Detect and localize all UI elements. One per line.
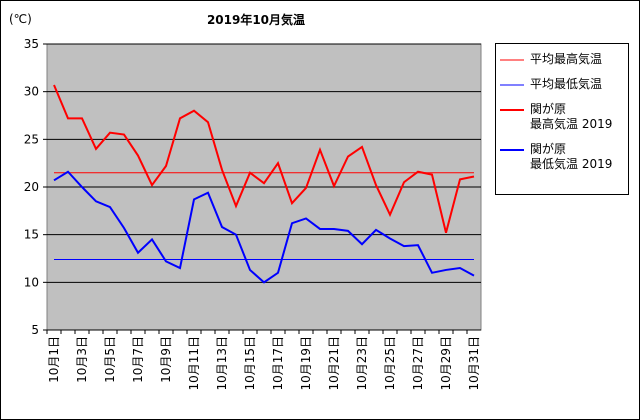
x-tick-label: 10月7日 [131, 336, 145, 383]
x-tick-label: 10月15日 [243, 336, 257, 391]
legend-entry: 関が原 最高気温 2019 [500, 102, 628, 132]
x-tick-label: 10月11日 [187, 336, 201, 391]
legend-swatch [500, 84, 524, 86]
x-tick-label: 10月1日 [47, 336, 61, 383]
x-tick-label: 10月3日 [75, 336, 89, 383]
x-tick-label: 10月23日 [355, 336, 369, 391]
x-tick-label: 10月25日 [383, 336, 397, 391]
legend-label: 平均最低気温 [530, 77, 603, 91]
legend: 平均最高気温 平均最低気温関が原 最高気温 2019 関が原 最低気温 2019 [495, 43, 629, 195]
legend-label: 関が原 最低気温 2019 [530, 142, 613, 171]
legend-entry: 平均最低気温 [500, 77, 628, 92]
x-tick-label: 10月27日 [411, 336, 425, 391]
y-tick-label: 10 [24, 275, 39, 289]
x-tick-label: 10月17日 [271, 336, 285, 391]
legend-swatch [500, 109, 524, 111]
x-tick-label: 10月13日 [215, 336, 229, 391]
y-tick-label: 15 [24, 228, 39, 242]
x-tick-label: 10月9日 [159, 336, 173, 383]
x-tick-label: 10月19日 [299, 336, 313, 391]
y-unit: (℃) [9, 12, 32, 26]
legend-swatch [500, 59, 524, 61]
legend-label: 関が原 最高気温 2019 [530, 102, 613, 131]
legend-label: 平均最高気温 [530, 52, 603, 66]
x-tick-label: 10月29日 [439, 336, 453, 391]
y-tick-label: 35 [24, 37, 39, 51]
y-tick-label: 25 [24, 132, 39, 146]
y-tick-label: 30 [24, 85, 39, 99]
legend-swatch [500, 149, 524, 151]
y-tick-label: 20 [24, 180, 39, 194]
x-tick-label: 10月21日 [327, 336, 341, 391]
series-line [53, 84, 475, 234]
series-line [53, 170, 475, 284]
x-tick-label: 10月5日 [103, 336, 117, 383]
legend-entry: 関が原 最低気温 2019 [500, 142, 628, 172]
y-tick-label: 5 [31, 323, 39, 337]
chart-title: 2019年10月気温 [207, 12, 305, 27]
x-tick-label: 10月31日 [467, 336, 481, 391]
legend-entry: 平均最高気温 [500, 52, 628, 67]
